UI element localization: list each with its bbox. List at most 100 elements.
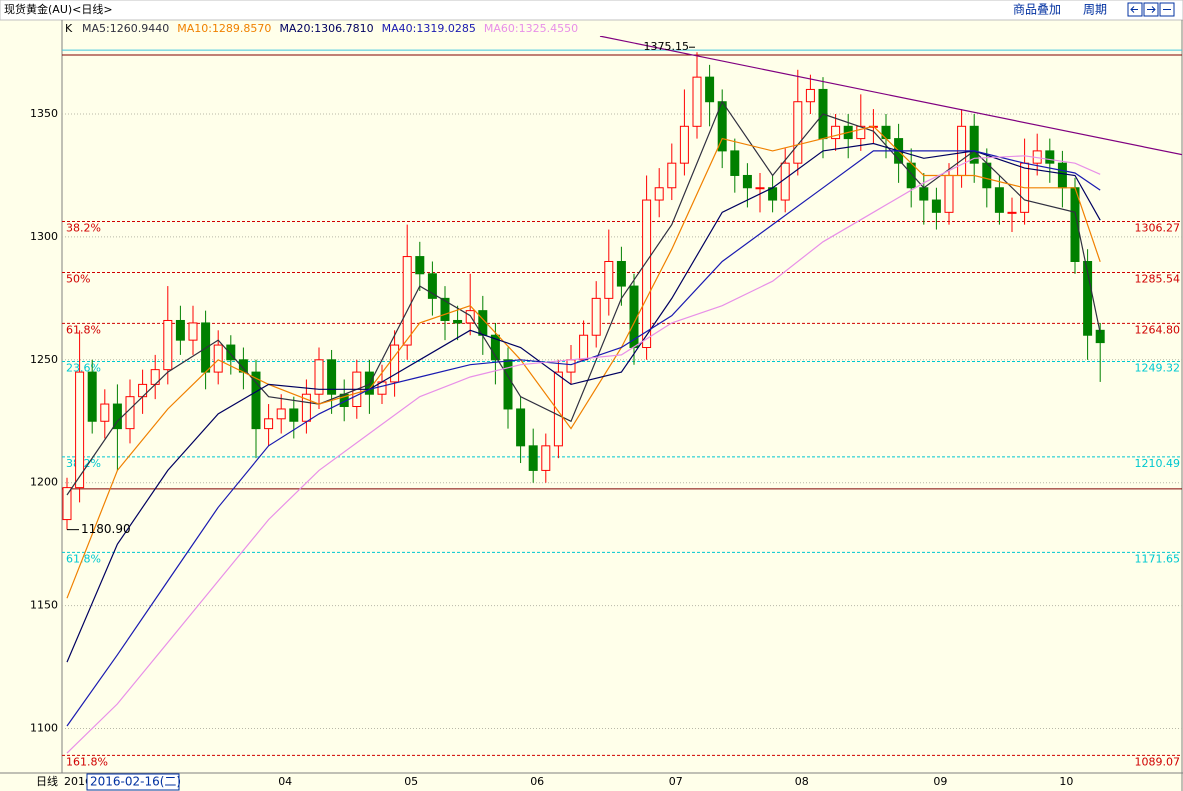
legend-prefix: K [65,22,73,35]
fib-value: 1089.07 [1135,755,1181,768]
nav-buttons [1127,2,1175,17]
candle-body [440,297,450,321]
candle-body [742,174,752,189]
candle-body [1057,162,1067,189]
candle-body [112,403,122,430]
candle-body [553,371,563,447]
fib-name: 61.8% [66,552,101,565]
candle-body [138,383,148,398]
x-tick-label: 08 [795,775,809,788]
candle-body [100,403,110,422]
candle-body [654,187,664,201]
fib-name: 50% [66,272,90,285]
annotation: 1375.15 [644,40,690,53]
ma-line [66,150,1101,727]
candle-body [251,371,261,430]
candle-body [175,319,185,341]
candle-body [906,162,916,189]
ma-line [66,155,1101,754]
candle-body [541,445,551,471]
candle-body [415,256,425,275]
candle-body [579,334,589,361]
fib-value: 1249.32 [1135,361,1181,374]
date-box-text: 2016-02-16(二) [90,775,181,789]
candle-body [427,273,437,299]
title-bar [0,0,1183,21]
candle-body [642,199,652,349]
fib-value: 1264.80 [1135,323,1181,336]
candle-body [264,418,274,430]
candle-body [87,371,97,422]
period-button[interactable]: 周期 [1083,3,1107,17]
candle-body [566,359,576,373]
legend-entry: MA10:1289.8570 [177,22,271,35]
date-box [86,773,180,791]
candle-body [1083,260,1093,336]
candle-body [944,174,954,213]
candle-body [881,125,891,140]
candle-body [969,125,979,164]
nav-left[interactable] [1127,2,1143,17]
candle-body [402,256,412,346]
trend-line [599,36,1182,156]
candle-body [982,162,992,189]
fib-name: 38.2% [66,222,101,235]
candle-body [616,260,626,287]
legend-entry: MA40:1319.0285 [382,22,476,35]
candle-body [188,322,198,341]
candle-body [994,187,1004,213]
candle-body [679,125,689,164]
y-tick-label: 1150 [30,599,58,612]
fib-value: 1285.54 [1135,272,1181,285]
candle-body [289,408,299,422]
candle-body [730,150,740,176]
x-tick-label: 05 [404,775,418,788]
candle-body [516,408,526,447]
y-tick-label: 1250 [30,353,58,366]
period-label: 日线 [36,774,58,788]
candle-body [604,260,614,299]
candle-body [327,359,337,395]
overlay-button[interactable]: 商品叠加 [1013,2,1061,17]
candle-body [591,297,601,336]
candle-body [163,319,173,371]
candle-body [705,76,715,103]
candle-body [780,162,790,201]
legend-entry: MA60:1325.4550 [484,22,578,35]
candle-body [453,319,463,324]
candle-body [314,359,324,395]
candle-body [805,88,815,103]
fib-name: 161.8% [66,755,108,768]
nav-zoom[interactable] [1159,2,1175,17]
candle-body [75,371,85,489]
candle-body [919,187,929,201]
fib-value: 1171.65 [1135,552,1181,565]
nav-icons [1130,6,1171,13]
candle-body [213,344,223,373]
legend-entry: MA20:1306.7810 [279,22,373,35]
candle-body [831,125,841,140]
ma-line [66,125,1101,599]
fib-name: 61.8% [66,323,101,336]
candle-body [465,310,475,324]
title: 现货黄金(AU)<日线> [4,2,113,16]
y-tick-label: 1300 [30,230,58,243]
ma-line [66,142,1101,663]
annotation: 1180.90 [81,522,131,536]
candle-body [1007,211,1017,214]
candle-body [503,359,513,410]
candle-body [490,334,500,361]
candle-body [793,101,803,164]
y-tick-label: 1200 [30,476,58,489]
plot: 1100 1150 1200 1250 1300 1350 38.2% 1306.27 50% 1… [30,36,1182,788]
candle-body [528,445,538,471]
x-tick-label: 06 [530,775,544,788]
nav-right[interactable] [1143,2,1159,17]
x-tick-label: 07 [669,775,683,788]
candle-body [125,396,135,430]
candle-body [226,344,236,361]
fib-value: 1210.49 [1135,457,1181,470]
x-tick-label: 04 [278,775,292,788]
